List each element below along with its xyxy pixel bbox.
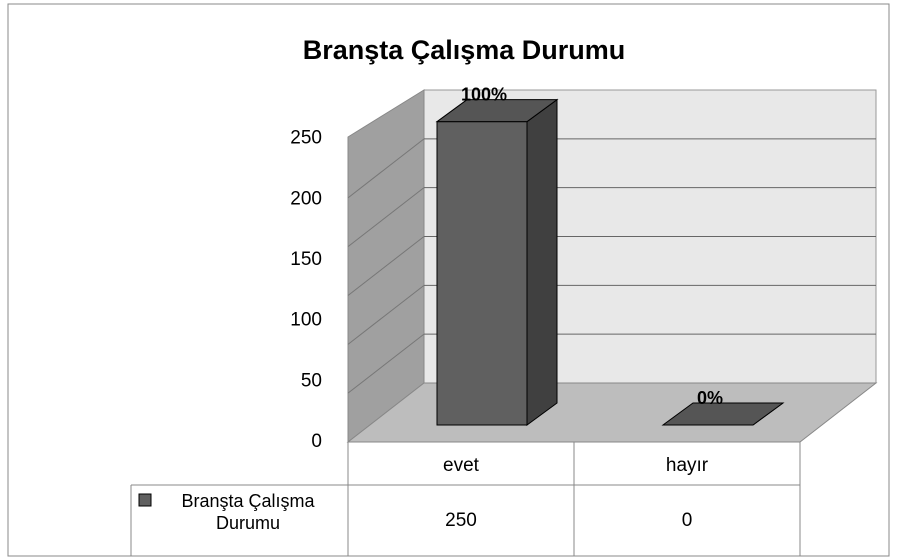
y-tick-label: 100 [290,310,322,331]
grid-line [347,236,425,296]
legend-label: Branşta Çalışma Durumu [181,491,315,533]
y-tick-label: 200 [290,188,322,209]
bar-top [435,99,559,123]
bar-side [526,98,558,426]
x-tick-label: hayır [666,455,709,476]
floor [346,382,878,443]
data-label: 0% [697,388,723,408]
legend: Branşta Çalışma Durumu [181,491,315,533]
y-tick-label: 0 [311,431,322,452]
bar-top [661,402,785,426]
grid-line [347,138,425,199]
data-label: 100% [461,84,507,104]
x-tick-label: evet [443,455,480,476]
grid-line [347,284,425,345]
bar [436,121,528,426]
grid-line [347,187,425,248]
table-value: 0 [682,510,693,531]
chart-title: Branşta Çalışma Durumu [303,35,626,65]
grid-line [347,333,425,394]
table-value: 250 [445,510,477,531]
y-tick-label: 250 [290,128,322,149]
y-tick-label: 150 [290,249,322,270]
legend-swatch [138,493,152,507]
y-tick-label: 50 [301,370,322,391]
